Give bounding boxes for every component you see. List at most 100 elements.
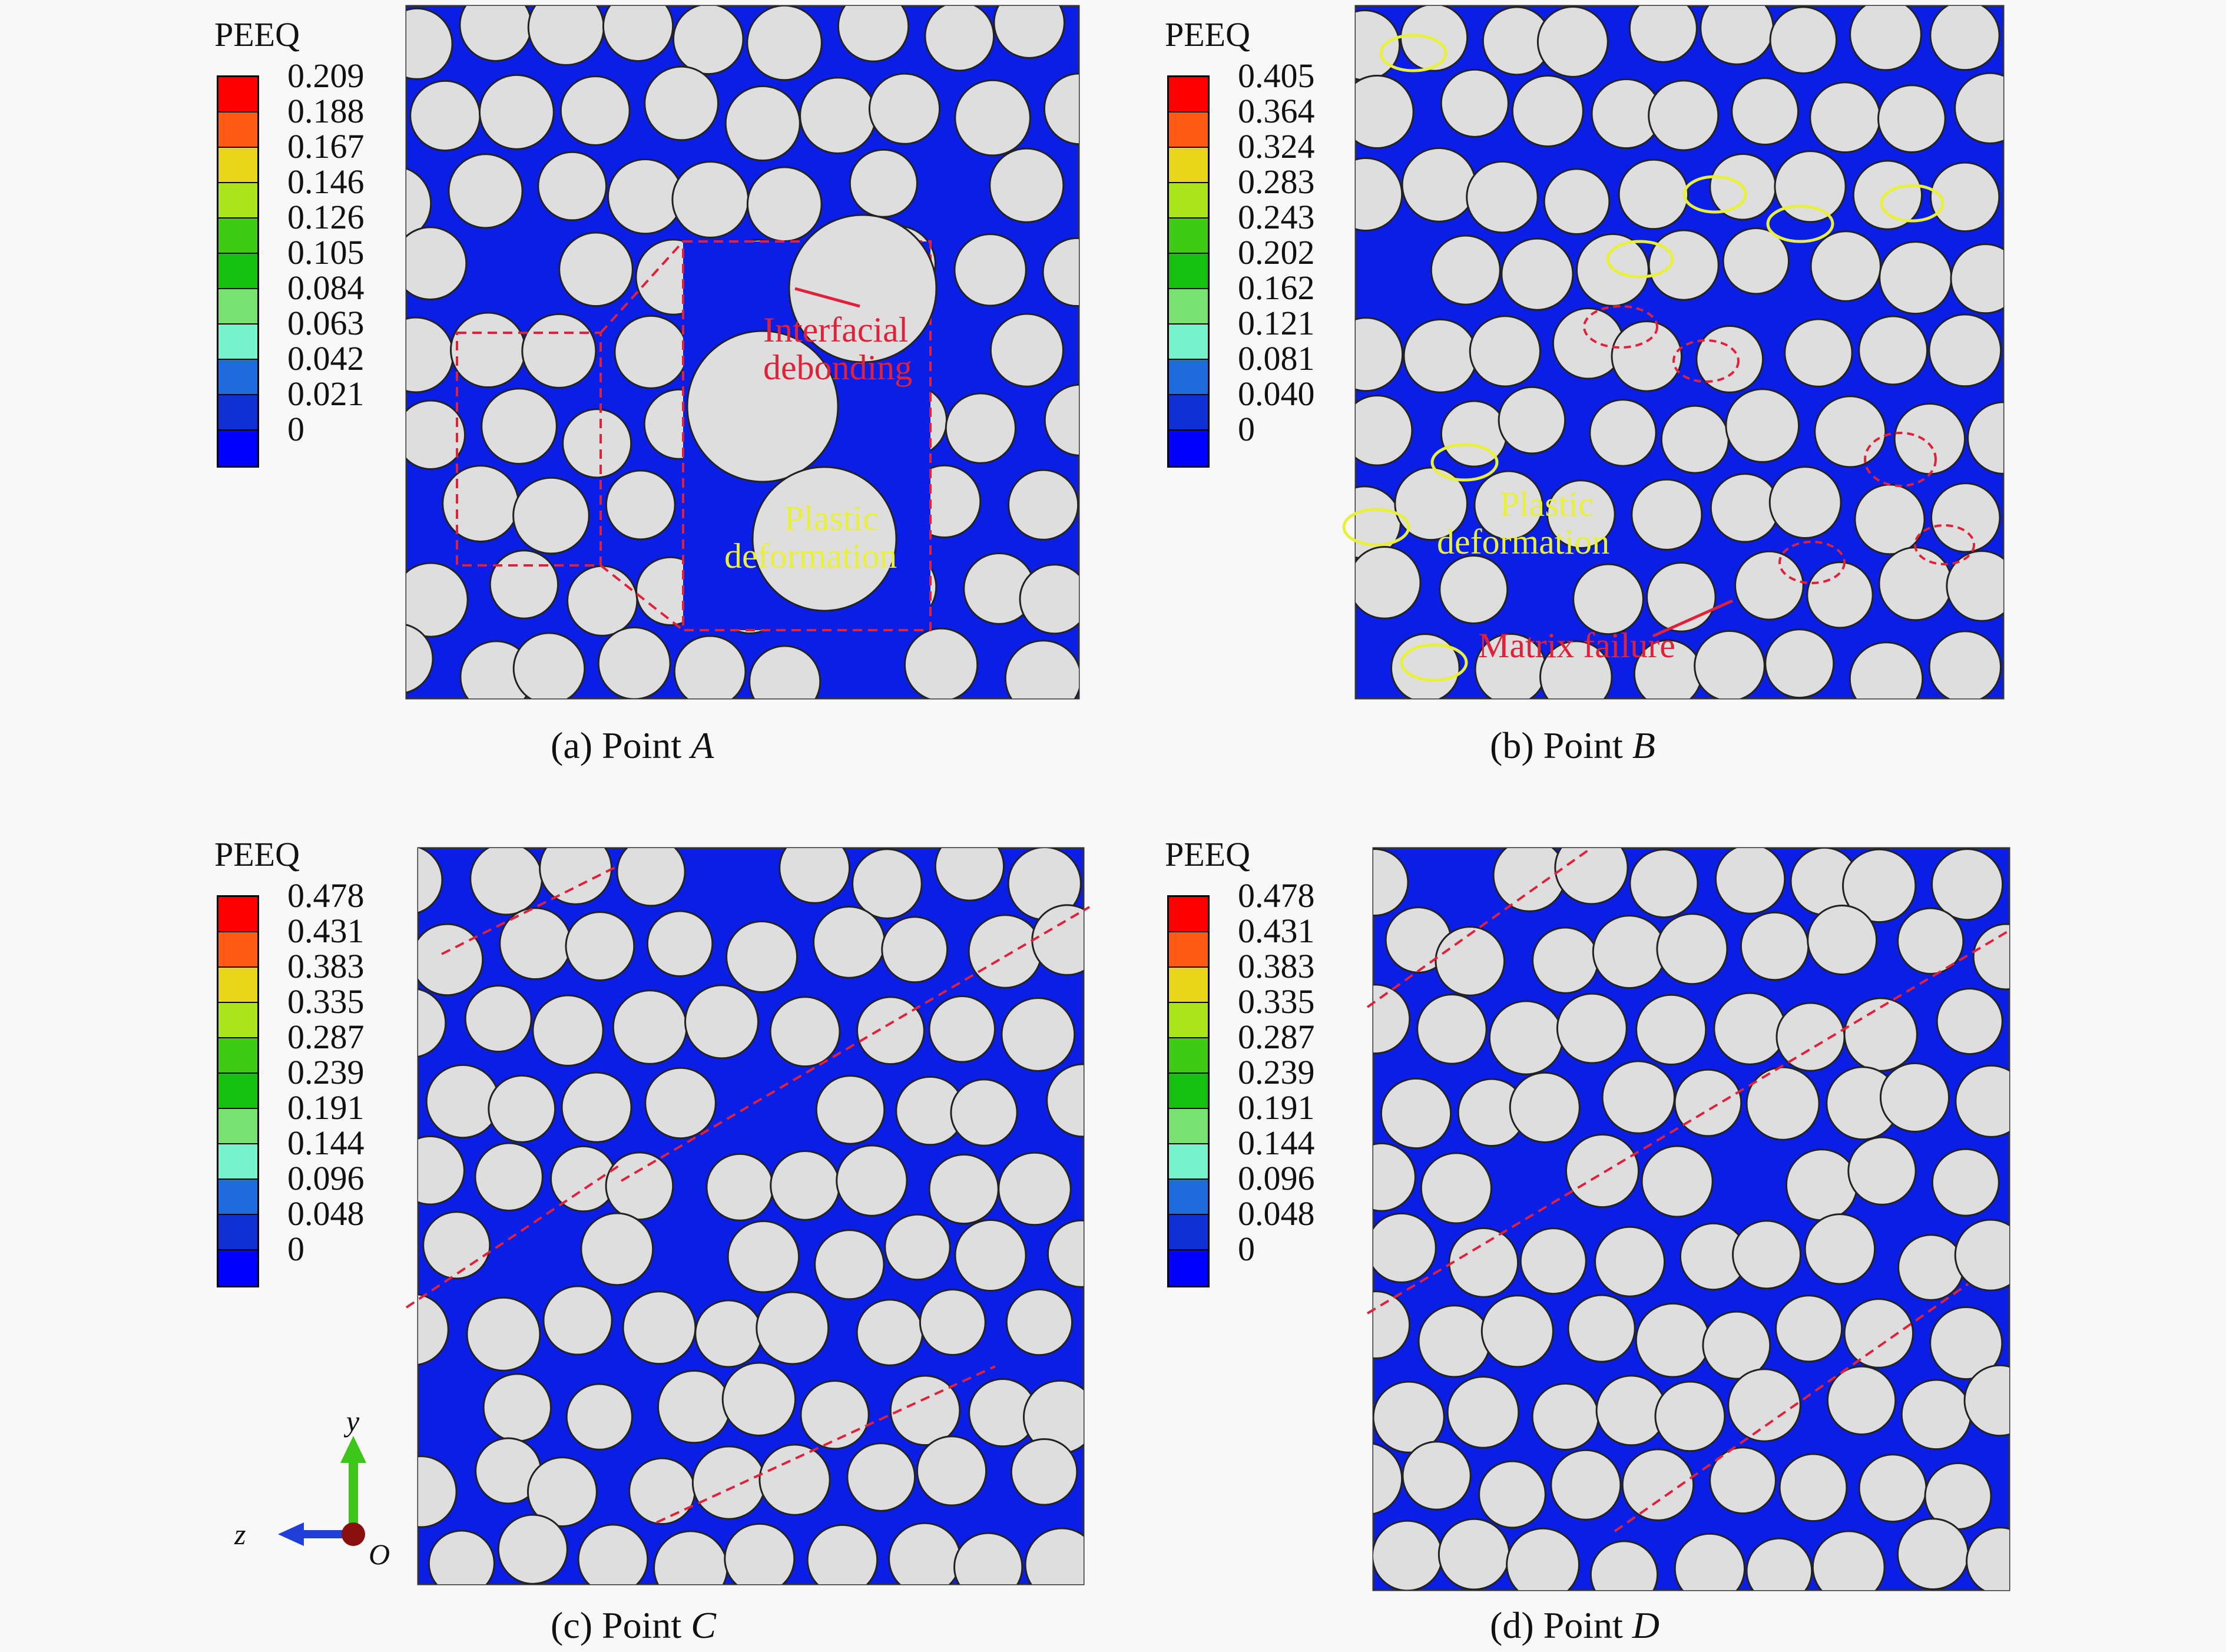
fiber — [1709, 1446, 1777, 1515]
fiber — [726, 921, 799, 994]
legend-swatch — [1169, 897, 1208, 932]
debonding-marker — [1672, 339, 1740, 383]
fiber — [968, 914, 1043, 989]
fiber — [1435, 926, 1506, 997]
legend-swatch — [218, 1144, 257, 1180]
fiber — [1417, 1305, 1491, 1378]
fiber — [1439, 555, 1509, 624]
legend-swatch — [218, 148, 257, 183]
fiber — [1373, 1519, 1443, 1590]
fiber — [489, 549, 559, 620]
fiber — [1842, 848, 1917, 923]
fiber — [1394, 466, 1468, 541]
fiber — [881, 916, 949, 984]
fiber — [1506, 1527, 1580, 1590]
fiber — [746, 166, 823, 243]
crack-path-line — [1366, 929, 2010, 1315]
legend-swatch — [218, 1003, 257, 1038]
fiber — [644, 1067, 717, 1140]
fiber — [837, 6, 910, 62]
fiber — [1635, 994, 1707, 1066]
fiber — [1565, 1134, 1640, 1209]
legend-value: 0.209 — [287, 57, 365, 95]
origin-dot — [342, 1522, 365, 1546]
fiber — [694, 1299, 763, 1368]
legend-value: 0 — [1238, 1230, 1255, 1268]
fiber — [558, 231, 634, 307]
legend-swatch — [1169, 77, 1208, 112]
z-arrowhead — [278, 1522, 304, 1546]
fiber — [849, 148, 918, 218]
fiber — [1356, 9, 1401, 81]
fiber — [422, 1211, 491, 1280]
color-bar-c — [217, 895, 259, 1287]
fiber — [1843, 1298, 1914, 1369]
fiber — [1893, 402, 1966, 475]
fiber — [836, 1144, 908, 1217]
caption-a: (a) Point A — [551, 727, 714, 764]
fiber — [1031, 904, 1084, 976]
fiber — [602, 6, 674, 62]
fiber — [1731, 77, 1800, 145]
fiber — [1402, 1441, 1472, 1511]
debonding-marker — [1864, 432, 1937, 487]
fiber — [928, 1153, 999, 1225]
fiber — [1437, 1518, 1510, 1590]
legend-swatch — [1169, 289, 1208, 325]
fiber — [1877, 84, 1946, 153]
fiber — [406, 562, 469, 638]
color-bar-d — [1167, 895, 1210, 1287]
fiber — [1702, 1310, 1771, 1380]
legend-value: 0.081 — [1238, 339, 1315, 378]
legend-value: 0.126 — [287, 198, 365, 236]
fiber — [1621, 1448, 1695, 1521]
fiber — [1356, 546, 1422, 620]
crack-path-line — [441, 865, 619, 955]
fiber — [1928, 630, 2002, 698]
fiber — [497, 1514, 568, 1584]
fiber — [1722, 227, 1790, 295]
legend-swatch — [1169, 968, 1208, 1003]
fiber — [1019, 564, 1079, 635]
fiber — [612, 989, 688, 1065]
fiber — [1654, 1380, 1726, 1452]
legend-value: 0.287 — [1238, 1018, 1315, 1056]
fiber — [646, 910, 714, 978]
fiber — [1373, 1142, 1416, 1212]
fiber — [1849, 641, 1924, 698]
fiber — [1356, 157, 1403, 231]
fiber — [671, 161, 750, 239]
simulation-panel-c — [405, 830, 1091, 1590]
legend-value: 0.324 — [1238, 127, 1315, 165]
fiber — [418, 1135, 465, 1206]
fiber — [478, 74, 555, 150]
fiber — [428, 1529, 495, 1584]
fiber — [1005, 1288, 1074, 1356]
debonding-marker — [1778, 541, 1846, 584]
fiber-group — [1373, 848, 2009, 1590]
fiber — [1556, 992, 1628, 1064]
fiber — [998, 1151, 1072, 1226]
fiber — [954, 79, 1031, 157]
legend-value: 0.162 — [1238, 269, 1315, 307]
fiber — [442, 465, 519, 542]
caption-point: D — [1632, 1604, 1659, 1646]
y-axis-label: y — [346, 1405, 360, 1438]
fiber — [1380, 1077, 1452, 1150]
fiber — [1774, 150, 1847, 223]
fiber — [1806, 561, 1874, 629]
fiber — [903, 627, 979, 698]
note-line: Interfacial — [763, 310, 909, 349]
legend-swatch — [218, 968, 257, 1003]
fiber — [769, 996, 841, 1068]
fiber — [1858, 315, 1929, 386]
fiber — [1900, 1379, 1972, 1451]
fiber — [1897, 1518, 1969, 1590]
fiber — [672, 6, 744, 75]
legend-swatch — [218, 1215, 257, 1250]
fiber — [989, 147, 1065, 223]
plastic-zone-marker — [1606, 240, 1674, 279]
fiber — [1843, 997, 1918, 1072]
legend-value: 0.478 — [1238, 876, 1315, 915]
fiber — [406, 226, 468, 300]
